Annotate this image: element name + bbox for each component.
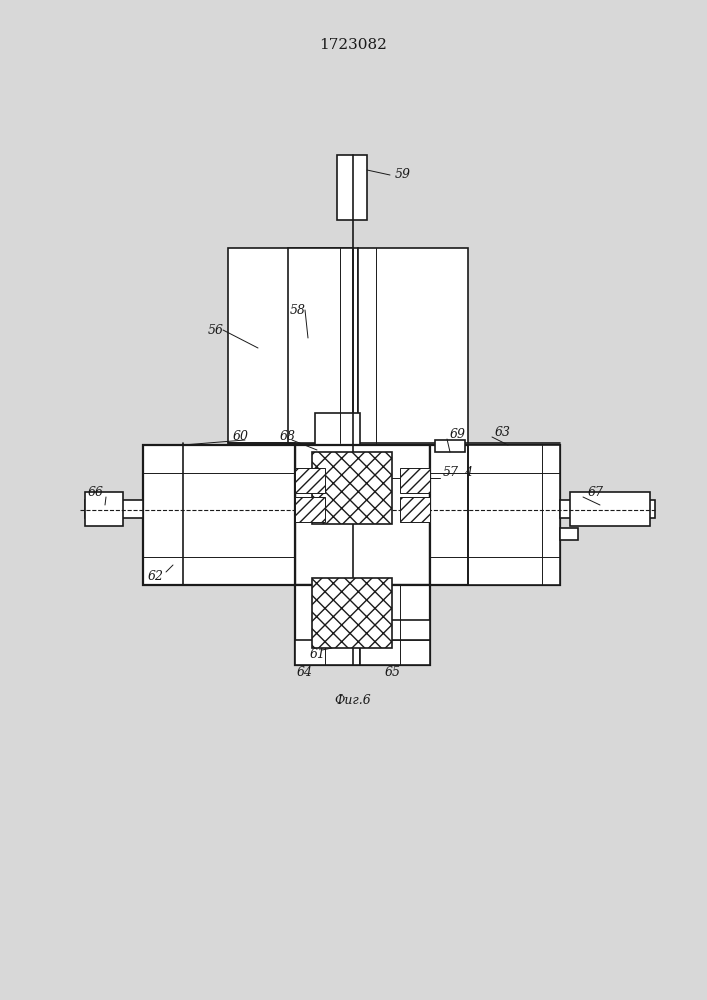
Bar — [295, 585, 430, 665]
Text: 63: 63 — [495, 426, 511, 438]
Bar — [312, 452, 392, 524]
Bar — [228, 248, 358, 443]
Bar — [430, 445, 560, 585]
Bar — [312, 578, 392, 648]
Text: 64: 64 — [297, 666, 313, 678]
Text: 67: 67 — [588, 486, 604, 498]
Text: Фиг.6: Фиг.6 — [334, 694, 371, 706]
Bar — [570, 492, 650, 526]
Text: 62: 62 — [148, 570, 164, 584]
Bar — [337, 155, 367, 220]
Bar — [360, 640, 430, 665]
Bar — [400, 468, 430, 493]
Bar — [560, 528, 578, 540]
Bar — [358, 248, 468, 443]
Text: 1723082: 1723082 — [319, 38, 387, 52]
Text: 60: 60 — [233, 430, 249, 444]
Bar — [288, 248, 353, 443]
Bar — [143, 445, 295, 585]
Bar — [315, 413, 360, 448]
Text: 59: 59 — [395, 168, 411, 182]
Bar — [435, 440, 465, 452]
Text: 56: 56 — [208, 324, 224, 336]
Bar — [295, 497, 325, 522]
Text: 57: 57 — [443, 466, 459, 480]
Bar — [360, 620, 430, 640]
Bar — [295, 640, 360, 665]
Text: 58: 58 — [290, 304, 306, 316]
Text: 65: 65 — [385, 666, 401, 678]
Bar — [295, 445, 430, 585]
Bar — [295, 468, 325, 493]
Text: 4: 4 — [464, 466, 472, 480]
Text: 66: 66 — [88, 486, 104, 498]
Bar — [85, 492, 123, 526]
Bar — [560, 500, 655, 518]
Bar — [400, 497, 430, 522]
Bar — [85, 500, 143, 518]
Bar — [468, 445, 560, 585]
Text: 61: 61 — [310, 648, 326, 662]
Bar — [80, 140, 640, 720]
Text: 69: 69 — [450, 428, 466, 440]
Text: 68: 68 — [280, 430, 296, 444]
